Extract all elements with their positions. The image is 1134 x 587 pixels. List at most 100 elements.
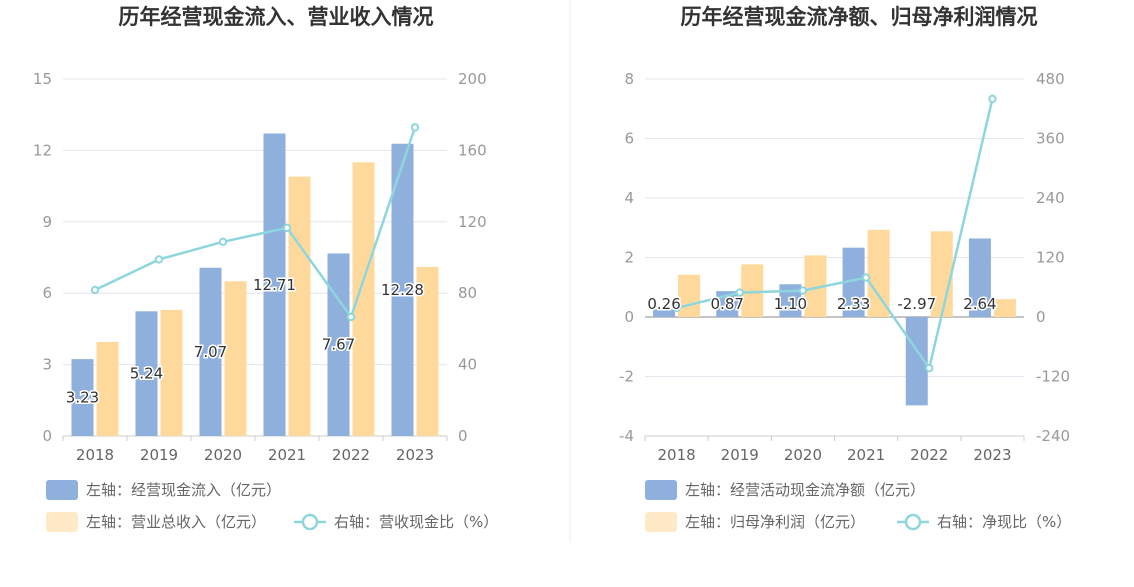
left-axis-tick-label: 0: [42, 427, 52, 445]
left-axis-tick-label: 8: [624, 70, 634, 88]
line-point: [90, 285, 100, 295]
bar-secondary: [352, 162, 375, 437]
right-axis-tick-label: 360: [1036, 130, 1065, 148]
chart-cashflow-inflow-revenue: 历年经营现金流入、营业收入情况 0 3 6 9 12 15 0 40 80 120 160 200 201…: [33, 5, 498, 532]
bar-secondary: [224, 281, 247, 436]
x-axis-tick-label: 2019: [140, 446, 178, 464]
x-axis-tick-label: 2018: [76, 446, 114, 464]
left-axis-tick-label: 2: [624, 249, 634, 267]
left-axis-tick-label: 4: [624, 189, 634, 207]
x-axis-tick-label: 2021: [268, 446, 306, 464]
bar-data-label: 12.71: [253, 276, 296, 294]
legend-label: 右轴：营收现金比（%）: [334, 513, 498, 531]
chart-title: 历年经营现金流净额、归母净利润情况: [681, 5, 1038, 29]
bar-secondary: [993, 299, 1016, 317]
line-point: [346, 312, 356, 322]
bar-data-label: 2.33: [837, 295, 870, 313]
bar-data-label: 12.28: [381, 281, 424, 299]
x-axis-tick-label: 2019: [721, 446, 759, 464]
bar-secondary: [867, 229, 890, 317]
bar-primary: [905, 317, 928, 406]
legend-line-marker: [301, 513, 319, 531]
right-axis-tick-label: -120: [1036, 368, 1070, 386]
x-axis-tick-label: 2022: [910, 446, 948, 464]
line-point: [925, 363, 934, 373]
x-axis-tick-label: 2020: [784, 446, 822, 464]
chart-title: 历年经营现金流入、营业收入情况: [119, 5, 434, 29]
bar-data-label: -2.97: [897, 295, 936, 313]
right-axis-tick-label: 0: [458, 427, 468, 445]
bar-data-label: 2.64: [963, 295, 996, 313]
right-axis-tick-label: 120: [458, 213, 487, 231]
bar-secondary: [804, 255, 827, 317]
bar-primary: [779, 284, 802, 317]
legend-swatch: [46, 512, 78, 532]
x-axis-tick-label: 2023: [973, 446, 1011, 464]
bar-secondary: [678, 274, 701, 317]
left-axis-tick-label: 9: [42, 213, 52, 231]
line-point: [861, 273, 871, 282]
line-point: [735, 288, 744, 297]
bar-primary: [842, 247, 865, 317]
bar-secondary: [288, 176, 311, 436]
right-axis-tick-label: 40: [458, 356, 477, 374]
legend-label: 左轴：经营活动现金流净额（亿元）: [685, 481, 925, 499]
line-point: [988, 94, 997, 104]
bar-data-label: 0.87: [711, 295, 744, 313]
left-axis-tick-label: 6: [42, 284, 52, 302]
legend-label: 左轴：营业总收入（亿元）: [86, 513, 266, 531]
line-point: [282, 223, 292, 233]
x-axis-tick-label: 2020: [204, 446, 242, 464]
bar-data-label: 0.26: [647, 295, 680, 313]
bar-primary: [968, 238, 991, 317]
bar-data-label: 7.07: [194, 343, 227, 361]
bar-data-label: 3.23: [66, 389, 99, 407]
bar-secondary: [96, 341, 119, 436]
bar-secondary: [741, 264, 764, 317]
left-axis-tick-label: 12: [33, 141, 52, 159]
bar-primary: [135, 311, 158, 436]
legend-label: 右轴：净现比（%）: [937, 513, 1071, 531]
line-point: [154, 255, 164, 264]
bar-primary: [71, 359, 94, 436]
right-axis-tick-label: 80: [458, 284, 477, 302]
x-axis-tick-label: 2021: [847, 446, 885, 464]
line-point: [410, 123, 420, 132]
bar-primary: [391, 143, 414, 436]
right-axis-tick-label: 120: [1036, 249, 1065, 267]
legend-label: 左轴：归母净利润（亿元）: [685, 513, 865, 531]
right-axis-tick-label: 200: [458, 70, 487, 88]
left-axis-tick-label: 3: [42, 356, 52, 374]
legend-swatch: [645, 480, 677, 500]
legend-swatch: [645, 512, 677, 532]
x-axis-tick-label: 2018: [657, 446, 695, 464]
bar-secondary: [160, 309, 183, 436]
right-axis-tick-label: 480: [1036, 70, 1065, 88]
left-axis-tick-label: 6: [624, 130, 634, 148]
bar-data-label: 5.24: [130, 365, 163, 383]
right-axis-tick-label: 240: [1036, 189, 1065, 207]
legend-line-marker: [904, 513, 922, 531]
right-axis-tick-label: 0: [1036, 308, 1046, 326]
legend-label: 左轴：经营现金流入（亿元）: [86, 481, 281, 499]
line-point: [218, 237, 228, 246]
chart-net-cashflow-net-profit: 历年经营现金流净额、归母净利润情况 -4 -2 0 2 4 6 8 -240 -120 0 120 24…: [619, 5, 1071, 532]
line-point: [672, 303, 681, 313]
bar-data-label: 1.10: [774, 295, 807, 313]
bar-primary: [653, 309, 676, 317]
bar-primary: [199, 267, 222, 436]
x-axis-tick-label: 2023: [396, 446, 434, 464]
bar-secondary: [416, 267, 439, 436]
x-axis-tick-label: 2022: [332, 446, 370, 464]
right-axis-tick-label: 160: [458, 141, 487, 159]
line-point: [798, 286, 808, 295]
right-axis-tick-label: -240: [1036, 427, 1070, 445]
bar-primary: [327, 253, 350, 436]
left-axis-tick-label: 0: [624, 308, 634, 326]
bar-primary: [263, 133, 286, 436]
line-series: [94, 126, 417, 320]
line-series: [676, 98, 994, 372]
left-axis-tick-label: -4: [619, 427, 634, 445]
